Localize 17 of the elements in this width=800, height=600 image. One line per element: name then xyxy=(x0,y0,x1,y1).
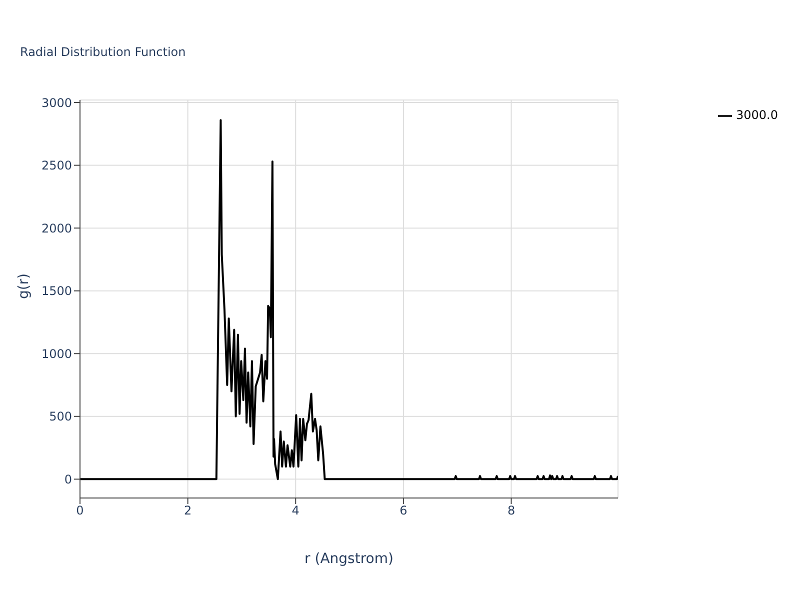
y-tick-label: 2500 xyxy=(41,158,72,173)
y-tick-label: 1000 xyxy=(41,346,72,361)
y-tick-label: 0 xyxy=(64,472,72,486)
x-tick-label: 4 xyxy=(292,504,300,518)
x-tick-label: 6 xyxy=(400,504,408,518)
y-tick-label: 2000 xyxy=(41,221,72,236)
y-tick-label: 1500 xyxy=(41,284,72,298)
x-tick-label: 0 xyxy=(76,504,84,518)
line-series xyxy=(80,119,618,480)
y-axis-title: g(r) xyxy=(16,273,32,299)
legend-label: 3000.0 xyxy=(736,108,778,122)
x-tick-label: 8 xyxy=(507,504,516,518)
chart-title: Radial Distribution Function xyxy=(20,45,186,59)
x-axis-title: r (Angstrom) xyxy=(304,551,394,567)
x-tick-label: 2 xyxy=(184,504,192,518)
y-tick-label: 500 xyxy=(49,410,72,424)
y-tick-label: 3000 xyxy=(41,96,72,110)
